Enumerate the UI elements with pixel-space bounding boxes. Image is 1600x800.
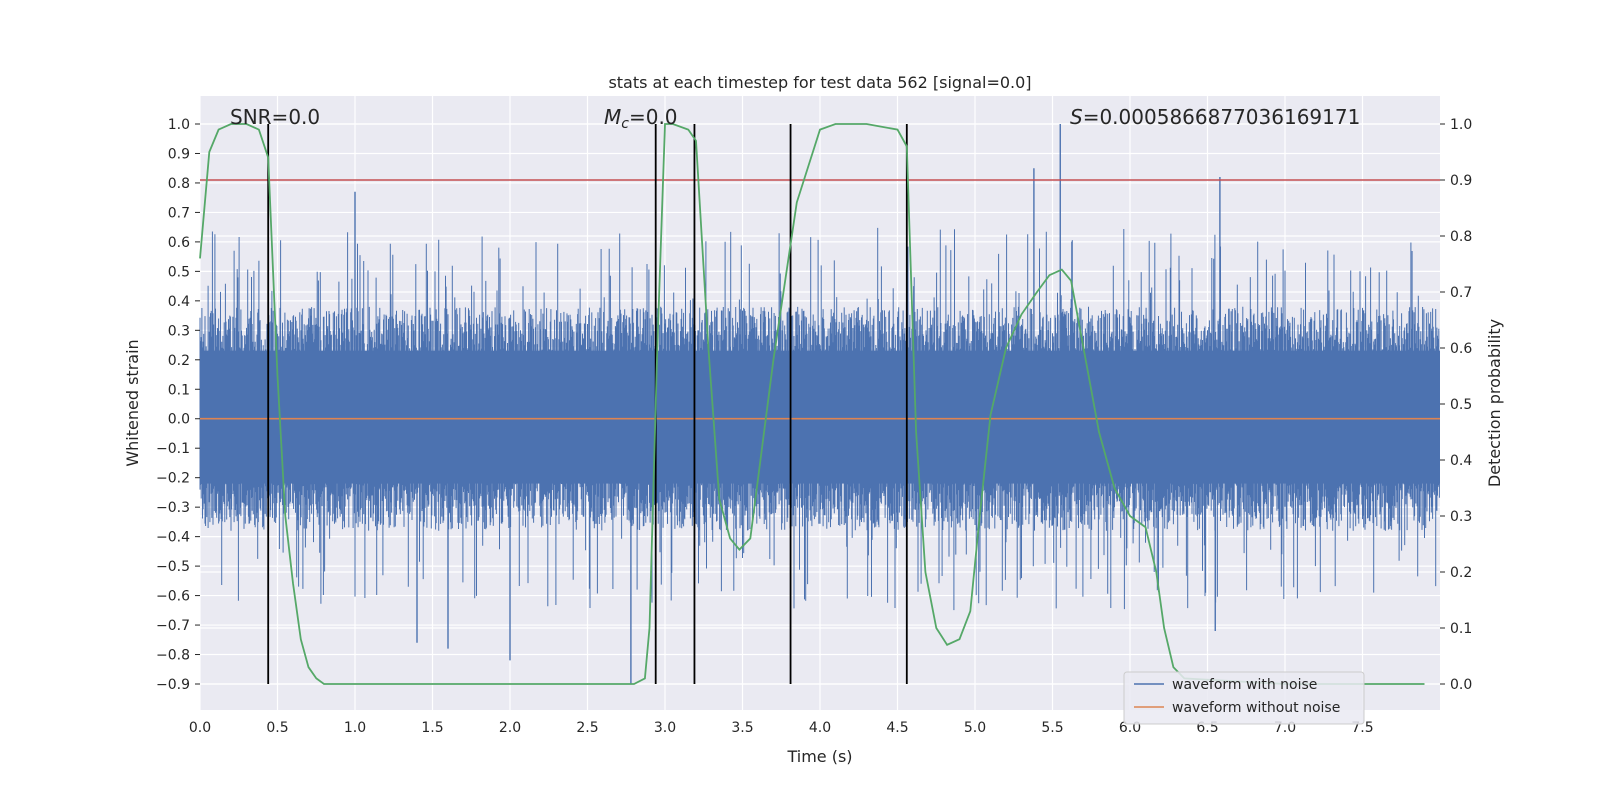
x-tick-label: 3.5 — [731, 720, 753, 736]
legend: waveform with noise waveform without noi… — [1123, 671, 1365, 725]
mc-symbol: M — [604, 105, 621, 129]
x-tick-label: 0.5 — [266, 720, 288, 736]
x-tick-label: 2.5 — [576, 720, 598, 736]
x-tick-label: 4.5 — [886, 720, 908, 736]
y-tick-label: 0.5 — [168, 264, 190, 280]
y-tick-label: −0.1 — [156, 441, 190, 457]
y-tick-label: −0.7 — [156, 618, 190, 634]
x-tick-label: 1.5 — [421, 720, 443, 736]
s-annotation: S=0.0005866877036169171 — [1070, 105, 1360, 129]
y-tick-label: 0.0 — [168, 412, 190, 428]
y2-tick-label: 1.0 — [1450, 117, 1472, 133]
y-tick-label: −0.5 — [156, 559, 190, 575]
y2-tick-label: 0.2 — [1450, 565, 1472, 581]
y-axis-label: Whitened strain — [123, 339, 142, 466]
y2-tick-label: 0.8 — [1450, 229, 1472, 245]
y2-tick-label: 0.5 — [1450, 397, 1472, 413]
ticks-layer: 0.0 0.5 1.0 1.5 2.0 2.5 3.0 3.5 4.0 4.5 5.0 5.5 6.0 6… — [156, 117, 1472, 736]
noise-waveform-series — [199, 124, 1440, 684]
y2-tick-label: 0.1 — [1450, 621, 1472, 637]
legend-label-clean: waveform without noise — [1172, 700, 1340, 716]
y2-tick-label: 0.7 — [1450, 285, 1472, 301]
y-tick-label: −0.9 — [156, 677, 190, 693]
mc-annotation: Mc=0.0 — [604, 105, 678, 132]
y-tick-label: 0.6 — [168, 235, 190, 251]
y-tick-label: 0.7 — [168, 205, 190, 221]
x-tick-label: 1.0 — [344, 720, 366, 736]
y-tick-label: 0.1 — [168, 382, 190, 398]
y-tick-label: 0.9 — [168, 146, 190, 162]
y-tick-label: 0.4 — [168, 294, 190, 310]
y-tick-label: −0.3 — [156, 500, 190, 516]
s-value: =0.0005866877036169171 — [1083, 105, 1361, 129]
y-tick-label: 0.2 — [168, 353, 190, 369]
x-tick-label: 5.0 — [964, 720, 986, 736]
y2-tick-label: 0.0 — [1450, 677, 1472, 693]
legend-label-noise: waveform with noise — [1172, 677, 1317, 693]
y2-tick-label: 0.3 — [1450, 509, 1472, 525]
x-axis-label: Time (s) — [786, 747, 852, 766]
s-symbol: S — [1070, 105, 1083, 129]
y2-tick-label: 0.9 — [1450, 173, 1472, 189]
lines-layer — [199, 123, 1440, 685]
snr-annotation: SNR=0.0 — [230, 105, 320, 129]
x-tick-label: 2.0 — [499, 720, 521, 736]
y-tick-label: −0.4 — [156, 530, 190, 546]
detection-probability-line — [199, 123, 1425, 685]
legend-box — [1123, 671, 1365, 725]
x-tick-label: 3.0 — [654, 720, 676, 736]
snr-value: 0.0 — [288, 105, 320, 129]
x-tick-label: 0.0 — [189, 720, 211, 736]
y2-tick-label: 0.4 — [1450, 453, 1472, 469]
y2-tick-label: 0.6 — [1450, 341, 1472, 357]
x-tick-label: 4.0 — [809, 720, 831, 736]
noise-core — [200, 350, 1440, 484]
x-tick-label: 5.5 — [1041, 720, 1063, 736]
y-tick-label: 0.3 — [168, 323, 190, 339]
y-tick-label: −0.6 — [156, 589, 190, 605]
chart-title: stats at each timestep for test data 562… — [608, 73, 1031, 92]
mc-subscript: c — [621, 116, 629, 132]
y-tick-label: −0.8 — [156, 648, 190, 664]
mc-value: =0.0 — [629, 105, 678, 129]
y-tick-label: 0.8 — [168, 176, 190, 192]
y-tick-label: −0.2 — [156, 471, 190, 487]
y2-axis-label: Detection probability — [1485, 319, 1504, 487]
y-tick-label: 1.0 — [168, 117, 190, 133]
snr-prefix: SNR= — [230, 105, 288, 129]
